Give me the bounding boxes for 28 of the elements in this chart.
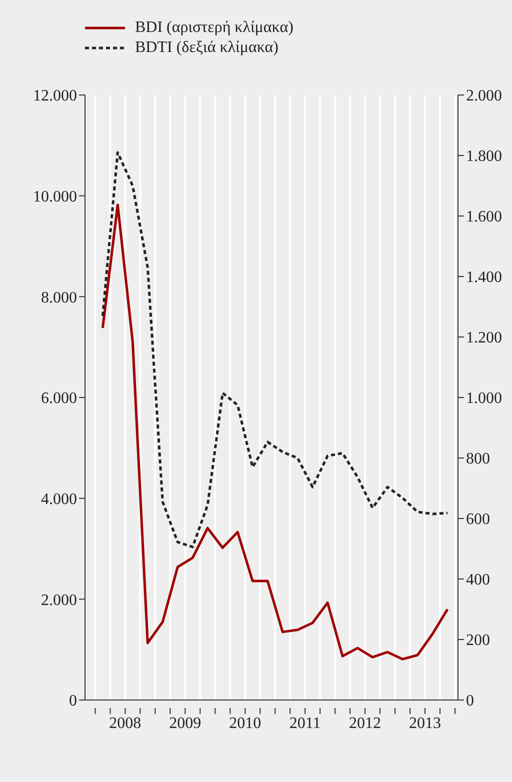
x-tick-label: 2012 <box>349 715 382 732</box>
y2-tick-label: 200 <box>466 632 490 650</box>
x-tick-label: 2011 <box>289 715 321 732</box>
legend-label: BDI (αριστερή κλίμακα) <box>135 19 294 37</box>
line-series <box>101 151 449 548</box>
y-tick-label: 10.000 <box>33 188 77 206</box>
y-tick-label: 8.000 <box>41 289 77 306</box>
line-series <box>101 204 449 660</box>
y2-tick-label: 1.600 <box>466 208 502 226</box>
legend-label: BDTI (δεξιά κλίμακα) <box>135 39 278 57</box>
y2-tick-label: 600 <box>466 511 490 528</box>
y-tick-label: 4.000 <box>41 491 77 508</box>
x-tick-label: 2013 <box>409 715 442 732</box>
y-tick-label: 12.000 <box>33 88 77 105</box>
x-tick-label: 2010 <box>229 715 262 732</box>
y-tick-label: 6.000 <box>41 390 77 408</box>
y-tick-label: 2.000 <box>41 592 77 609</box>
x-tick-label: 2009 <box>169 715 202 732</box>
y2-tick-label: 800 <box>466 450 490 468</box>
y2-tick-label: 2.000 <box>466 88 502 105</box>
y2-tick-label: 0 <box>466 692 474 710</box>
y2-tick-label: 1.400 <box>466 269 502 286</box>
y2-tick-label: 1.200 <box>466 330 502 347</box>
y2-tick-label: 1.000 <box>466 390 502 408</box>
x-tick-label: 2008 <box>109 715 142 732</box>
y2-tick-label: 400 <box>466 572 490 589</box>
y2-tick-label: 1.800 <box>466 148 502 166</box>
y-tick-label: 0 <box>69 692 77 710</box>
